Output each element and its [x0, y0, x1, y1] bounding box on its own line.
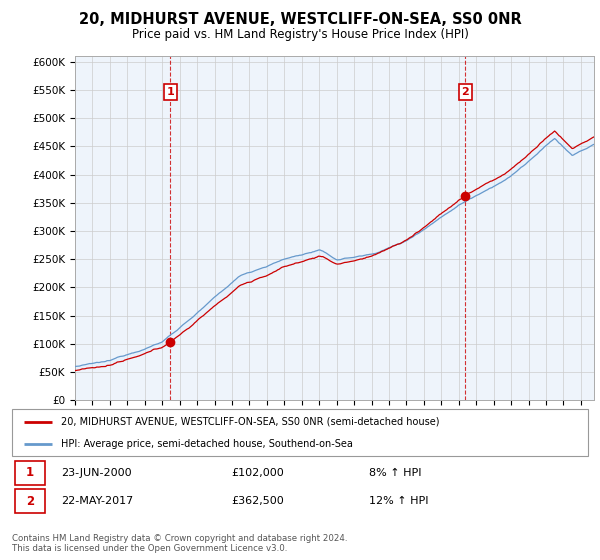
Text: 2: 2 — [461, 87, 469, 97]
Text: 1: 1 — [26, 466, 34, 479]
Text: 12% ↑ HPI: 12% ↑ HPI — [369, 496, 428, 506]
Text: 23-JUN-2000: 23-JUN-2000 — [61, 468, 131, 478]
Text: 8% ↑ HPI: 8% ↑ HPI — [369, 468, 422, 478]
Text: £362,500: £362,500 — [231, 496, 284, 506]
Text: Price paid vs. HM Land Registry's House Price Index (HPI): Price paid vs. HM Land Registry's House … — [131, 28, 469, 41]
Text: Contains HM Land Registry data © Crown copyright and database right 2024.
This d: Contains HM Land Registry data © Crown c… — [12, 534, 347, 553]
Text: 2: 2 — [26, 494, 34, 508]
Bar — [15, 489, 45, 514]
Text: 20, MIDHURST AVENUE, WESTCLIFF-ON-SEA, SS0 0NR (semi-detached house): 20, MIDHURST AVENUE, WESTCLIFF-ON-SEA, S… — [61, 417, 439, 427]
Text: 20, MIDHURST AVENUE, WESTCLIFF-ON-SEA, SS0 0NR: 20, MIDHURST AVENUE, WESTCLIFF-ON-SEA, S… — [79, 12, 521, 27]
Bar — [15, 460, 45, 485]
Text: 22-MAY-2017: 22-MAY-2017 — [61, 496, 133, 506]
Text: £102,000: £102,000 — [231, 468, 284, 478]
Text: HPI: Average price, semi-detached house, Southend-on-Sea: HPI: Average price, semi-detached house,… — [61, 438, 353, 449]
Text: 1: 1 — [167, 87, 175, 97]
